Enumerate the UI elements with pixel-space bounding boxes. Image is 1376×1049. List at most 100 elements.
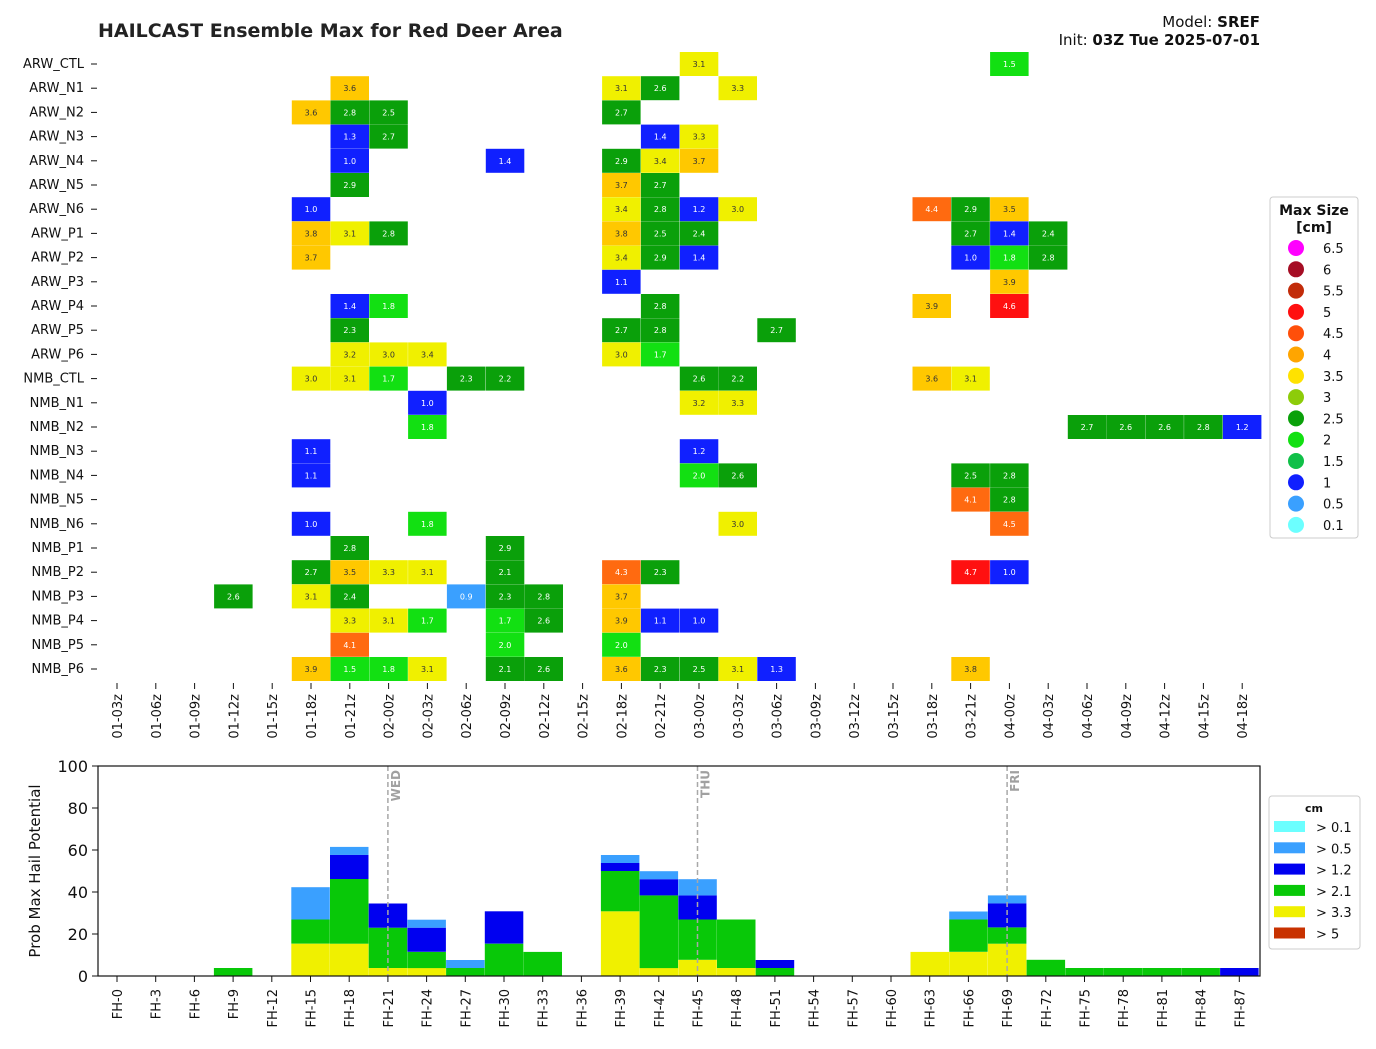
heatmap-cell (679, 463, 719, 488)
prob-y-tick-label: 80 (68, 799, 88, 818)
heatmap-cell (990, 269, 1029, 294)
init-value: 03Z Tue 2025-07-01 (1092, 31, 1260, 49)
prob-axes-frame (97, 765, 1261, 977)
heatmap-cell (640, 76, 680, 101)
cell-value-label: 1.0 (964, 254, 977, 263)
cell-value-label: 3.0 (615, 350, 628, 359)
prob-legend-swatch (1274, 863, 1305, 875)
heatmap-cell (990, 52, 1029, 76)
prob-x-tick-label: FH-54 (808, 989, 823, 1028)
heatmap-x-tick-label: 03-15z (887, 694, 902, 739)
prob-bar-segment (523, 951, 562, 976)
cell-value-label: 4.5 (1003, 520, 1016, 529)
cell-value-label: 3.1 (421, 665, 434, 674)
cell-value-label: 3.4 (615, 254, 628, 263)
heatmap-cell (718, 511, 757, 536)
cell-value-label: 3.8 (615, 229, 628, 238)
size-legend: Max Size[cm] 6.5 6 5.5 5 4.5 4 3.5 3 2.5 2 1.5 1 0.5 0… (1269, 196, 1359, 539)
heatmap-x-tick-label: 02-12z (538, 694, 553, 739)
prob-bar-segment (755, 960, 795, 968)
heatmap-cell (602, 148, 641, 173)
cell-value-label: 1.0 (305, 205, 318, 214)
heatmap-x-tick-label: 02-18z (615, 694, 630, 739)
heatmap-cell (330, 100, 369, 125)
cell-value-label: 1.2 (1236, 423, 1249, 432)
heatmap-cell (485, 148, 525, 173)
heatmap-cell (369, 221, 408, 246)
prob-bar-segment (330, 854, 369, 879)
cell-value-label: 3.7 (305, 254, 318, 263)
size-legend-frame (1269, 196, 1359, 539)
cell-value-label: 3.1 (305, 592, 318, 601)
heatmap-cell (640, 148, 680, 173)
cell-value-label: 4.6 (1003, 302, 1016, 311)
prob-bar-segment (368, 903, 408, 928)
heatmap-cell (679, 124, 719, 149)
prob-legend-swatch (1274, 842, 1305, 854)
heatmap-cell (912, 366, 951, 391)
heatmap-x-tick-label: 04-03z (1042, 694, 1057, 739)
size-legend-label: 4.5 (1323, 327, 1344, 342)
cell-value-label: 1.4 (343, 302, 356, 311)
prob-bar-segment (291, 943, 330, 976)
cell-value-label: 2.6 (693, 375, 706, 384)
cell-value-label: 2.6 (1158, 423, 1171, 432)
cell-value-label: 3.9 (305, 665, 318, 674)
cell-value-label: 2.8 (343, 108, 356, 117)
size-legend-label: 2 (1323, 434, 1331, 449)
cell-value-label: 1.3 (770, 665, 783, 674)
heatmap-cell (718, 657, 757, 681)
heatmap-cell (640, 608, 680, 633)
size-legend-label: 1 (1323, 476, 1331, 491)
prob-bar-segment (600, 855, 640, 863)
prob-x-tick-label: FH-87 (1233, 989, 1248, 1028)
heatmap-cell (369, 366, 408, 391)
heatmap-x-tick-label: 03-00z (693, 694, 708, 739)
cell-value-label: 3.1 (343, 229, 356, 238)
prob-legend-label: > 0.1 (1316, 821, 1352, 836)
prob-bar-segment (291, 919, 330, 944)
heatmap-x-tick-label: 01-18z (305, 694, 320, 739)
heatmap-cell (602, 632, 641, 657)
heatmap-cell (369, 608, 408, 633)
heatmap-cell (679, 608, 719, 633)
cell-value-label: 3.3 (382, 568, 395, 577)
cell-value-label: 3.9 (615, 617, 628, 626)
prob-bar-segment (600, 863, 640, 871)
prob-legend-label: > 1.2 (1316, 864, 1352, 879)
heatmap-cell (951, 366, 990, 391)
heatmap-cell (602, 608, 641, 633)
heatmap-cell (524, 608, 563, 633)
prob-x-tick-label: FH-0 (111, 989, 126, 1019)
heatmap-cell (679, 197, 719, 222)
cell-value-label: 2.3 (654, 665, 667, 674)
heatmap-cell (1028, 245, 1068, 270)
prob-x-tick-label: FH-36 (575, 989, 590, 1028)
cell-value-label: 3.4 (615, 205, 628, 214)
cell-value-label: 2.7 (1081, 423, 1094, 432)
prob-legend-title: cm (1305, 802, 1323, 815)
cell-value-label: 3.8 (305, 229, 318, 238)
heatmap-cell (369, 124, 408, 149)
prob-legend-swatch (1274, 906, 1305, 918)
heatmap-cell (679, 657, 719, 681)
heatmap-cell (602, 318, 641, 343)
cell-value-label: 1.4 (693, 254, 706, 263)
size-legend-label: 6 (1323, 263, 1331, 278)
cell-value-label: 1.0 (305, 520, 318, 529)
cell-value-label: 1.8 (421, 423, 434, 432)
prob-x-tick-label: FH-75 (1079, 989, 1094, 1028)
prob-x-tick-label: FH-63 (924, 989, 939, 1028)
heatmap-cell (718, 76, 757, 101)
heatmap-cell (291, 511, 331, 536)
heatmap-cell (330, 318, 369, 343)
cell-value-label: 2.6 (654, 84, 667, 93)
cell-value-label: 2.8 (654, 205, 667, 214)
prob-bar-segment (484, 911, 524, 944)
day-marker-label: FRI (1008, 770, 1022, 792)
cell-value-label: 3.9 (925, 302, 938, 311)
cell-value-label: 2.8 (343, 544, 356, 553)
prob-bar-segment (407, 927, 446, 952)
size-legend-marker (1288, 516, 1304, 533)
cell-value-label: 1.0 (343, 157, 356, 166)
